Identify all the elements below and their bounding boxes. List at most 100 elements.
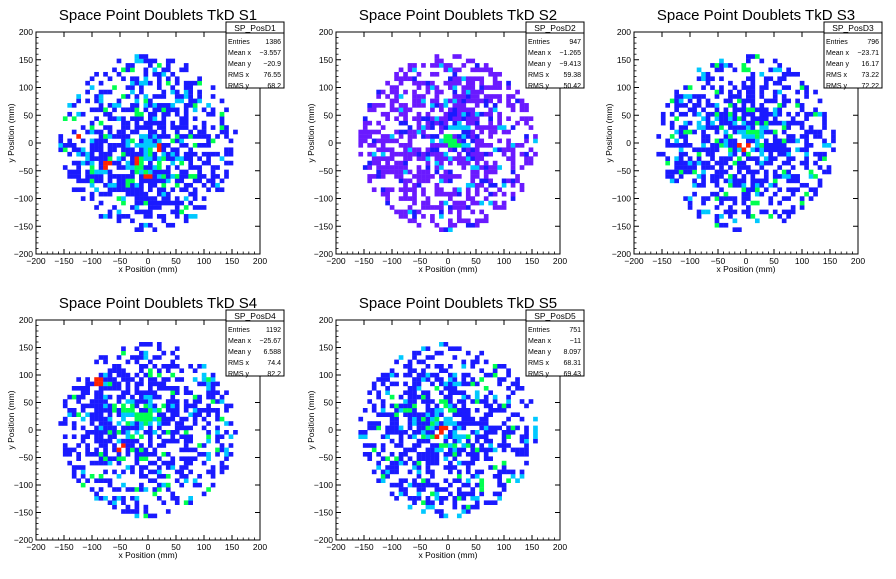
stats-value-rms-x: 59.38	[563, 72, 581, 79]
heatmap-cell	[134, 80, 140, 86]
heatmap-cell	[170, 120, 176, 126]
heatmap-cell	[215, 399, 220, 404]
heatmap-cells	[58, 342, 238, 519]
heatmap-cell	[85, 443, 90, 448]
stats-value-mean-x: −23.71	[857, 50, 879, 57]
heatmap-cell	[125, 509, 131, 514]
heatmap-cell	[170, 408, 176, 413]
heatmap-cell	[85, 178, 90, 184]
heatmap-cell	[813, 174, 818, 179]
heatmap-cell	[139, 342, 144, 347]
heatmap-cell	[439, 399, 444, 404]
heatmap-cell	[188, 447, 193, 453]
heatmap-cell	[143, 209, 149, 215]
heatmap-cell	[421, 478, 426, 483]
heatmap-cell	[94, 129, 99, 135]
heatmap-cell	[737, 160, 742, 166]
heatmap-cell	[103, 214, 108, 219]
heatmap-cell	[389, 138, 395, 144]
heatmap-cell	[421, 359, 426, 365]
heatmap-cell	[746, 156, 751, 161]
heatmap-cell	[148, 116, 153, 121]
heatmap-cell	[786, 147, 791, 153]
heatmap-cell	[389, 469, 395, 475]
heatmap-cell	[804, 116, 809, 121]
heatmap-cell	[448, 143, 453, 148]
heatmap-cell	[192, 403, 198, 409]
heatmap-cell	[492, 85, 498, 90]
heatmap-cell	[206, 377, 211, 382]
heatmap-cell	[407, 138, 413, 144]
heatmap-cell	[786, 125, 791, 130]
heatmap-cell	[439, 390, 444, 395]
heatmap-cell	[483, 399, 489, 404]
stats-box-name: SP_PosD4	[234, 311, 276, 321]
heatmap-cell	[179, 425, 185, 431]
heatmap-cell	[152, 156, 158, 161]
heatmap-cell	[492, 165, 498, 170]
heatmap-cell	[714, 205, 720, 210]
heatmap-cell	[754, 120, 760, 126]
heatmap-cell	[416, 222, 422, 228]
heatmap-cell	[121, 120, 126, 126]
heatmap-cell	[795, 187, 800, 193]
heatmap-cell	[403, 452, 408, 457]
heatmap-cell	[696, 103, 702, 108]
heatmap-cell	[107, 160, 113, 166]
heatmap-cell	[210, 182, 216, 188]
heatmap-cell	[434, 364, 440, 369]
heatmap-cell	[817, 178, 823, 184]
heatmap-cell	[501, 178, 507, 184]
stats-label-entries: Entries	[528, 327, 550, 334]
heatmap-cell	[143, 390, 149, 395]
x-tick-label: 100	[497, 256, 511, 266]
heatmap-cell	[430, 71, 435, 77]
heatmap-cell	[407, 482, 413, 488]
heatmap-cell	[148, 342, 153, 347]
heatmap-cell	[389, 421, 395, 426]
heatmap-cell	[461, 125, 467, 130]
heatmap-cell	[116, 372, 122, 378]
heatmap-cell	[488, 178, 493, 184]
heatmap-cell	[452, 174, 458, 179]
heatmap-cell	[398, 491, 404, 497]
heatmap-cell	[719, 160, 724, 166]
heatmap-cell	[215, 438, 220, 444]
heatmap-cell	[380, 187, 386, 193]
heatmap-cell	[385, 474, 390, 479]
heatmap-cell	[152, 381, 158, 387]
heatmap-cell	[71, 187, 77, 193]
heatmap-cell	[161, 200, 167, 206]
heatmap-cell	[210, 408, 216, 413]
heatmap-cell	[470, 377, 476, 382]
heatmap-cell	[465, 182, 471, 188]
heatmap-cell	[367, 178, 373, 184]
heatmap-cell	[456, 412, 462, 417]
heatmap-cell	[174, 412, 180, 417]
heatmap-cell	[80, 425, 86, 431]
heatmap-cell	[98, 129, 104, 135]
heatmap-cell	[148, 222, 153, 228]
heatmap-cell	[692, 160, 697, 166]
heatmap-cell	[425, 460, 431, 466]
heatmap-cell	[407, 125, 413, 130]
heatmap-cell	[741, 134, 747, 139]
heatmap-cell	[448, 430, 453, 435]
heatmap-cell	[443, 80, 449, 86]
heatmap-cell	[714, 103, 720, 108]
heatmap-cell	[98, 98, 104, 104]
heatmap-cell	[407, 425, 413, 431]
heatmap-cell	[510, 469, 516, 475]
heatmap-cell	[174, 178, 180, 184]
heatmap-cell	[210, 107, 216, 113]
heatmap-cell	[434, 496, 440, 501]
heatmap-cell	[452, 125, 458, 130]
heatmap-cell	[412, 478, 417, 483]
heatmap-cell	[434, 372, 440, 378]
heatmap-cell	[139, 487, 144, 492]
heatmap-cell	[754, 218, 760, 224]
heatmap-cell	[76, 165, 81, 170]
heatmap-cell	[714, 63, 720, 68]
heatmap-cell	[139, 111, 144, 117]
heatmap-cell	[456, 478, 462, 483]
